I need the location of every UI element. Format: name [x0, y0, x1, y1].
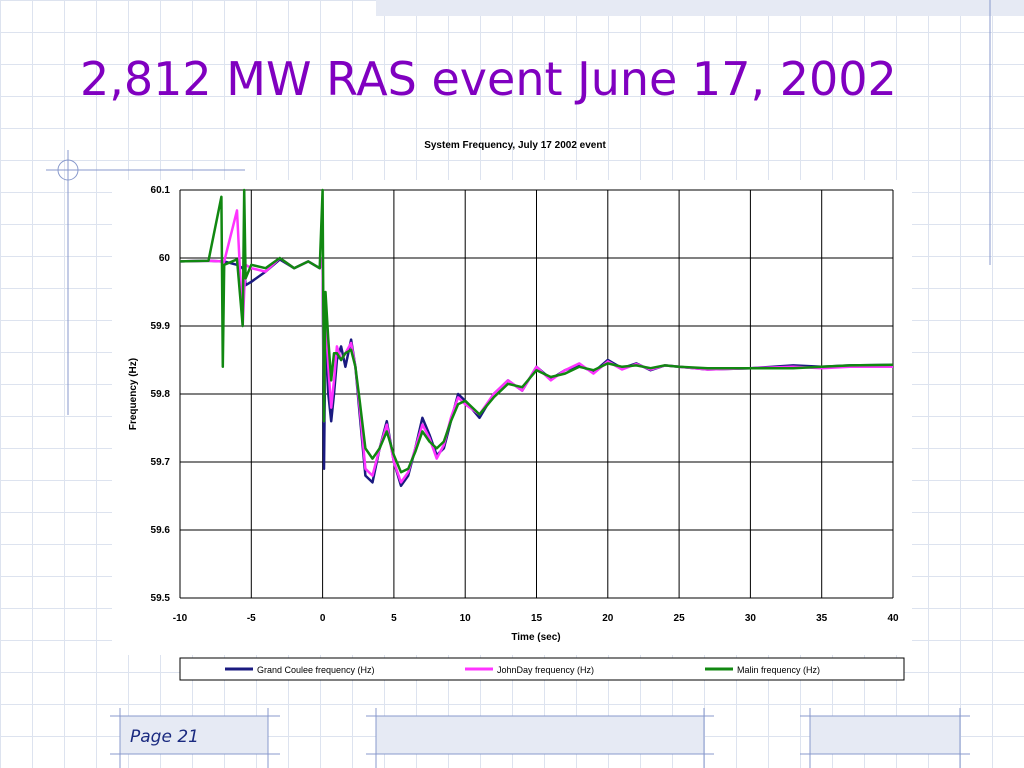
legend-label: JohnDay frequency (Hz): [497, 665, 594, 675]
y-tick-label: 59.9: [151, 321, 171, 332]
y-tick-label: 59.6: [151, 525, 171, 536]
footer-box: [120, 716, 268, 754]
page-number: Page 21: [130, 727, 199, 747]
y-axis-label: Frequency (Hz): [128, 358, 139, 430]
y-tick-label: 59.5: [151, 593, 171, 604]
legend-label: Malin frequency (Hz): [737, 665, 820, 675]
y-tick-label: 59.8: [151, 389, 171, 400]
top-band: [376, 0, 1024, 16]
x-tick-label: 25: [674, 613, 686, 624]
x-tick-label: 0: [320, 613, 326, 624]
x-axis-label: Time (sec): [511, 632, 560, 643]
slide-title: 2,812 MW RAS event June 17, 2002: [80, 52, 897, 106]
x-tick-label: -10: [173, 613, 188, 624]
x-tick-label: 10: [460, 613, 472, 624]
y-tick-label: 59.7: [151, 457, 171, 468]
chart-title: System Frequency, July 17 2002 event: [424, 140, 606, 151]
series-line: [179, 188, 894, 474]
footer-box: [810, 716, 960, 754]
deco-circle: [57, 159, 79, 181]
x-tick-label: 35: [816, 613, 828, 624]
footer-box: [376, 716, 704, 754]
x-tick-label: 15: [531, 613, 543, 624]
x-tick-label: 40: [887, 613, 899, 624]
y-tick-label: 60: [159, 253, 171, 264]
x-tick-label: -5: [247, 613, 256, 624]
x-tick-label: 30: [745, 613, 757, 624]
x-tick-label: 20: [602, 613, 614, 624]
legend-label: Grand Coulee frequency (Hz): [257, 665, 375, 675]
chart-background: [112, 180, 912, 655]
y-tick-label: 60.1: [151, 185, 171, 196]
footer-lines: [110, 708, 970, 768]
legend-box: [179, 657, 905, 681]
x-tick-label: 5: [391, 613, 397, 624]
